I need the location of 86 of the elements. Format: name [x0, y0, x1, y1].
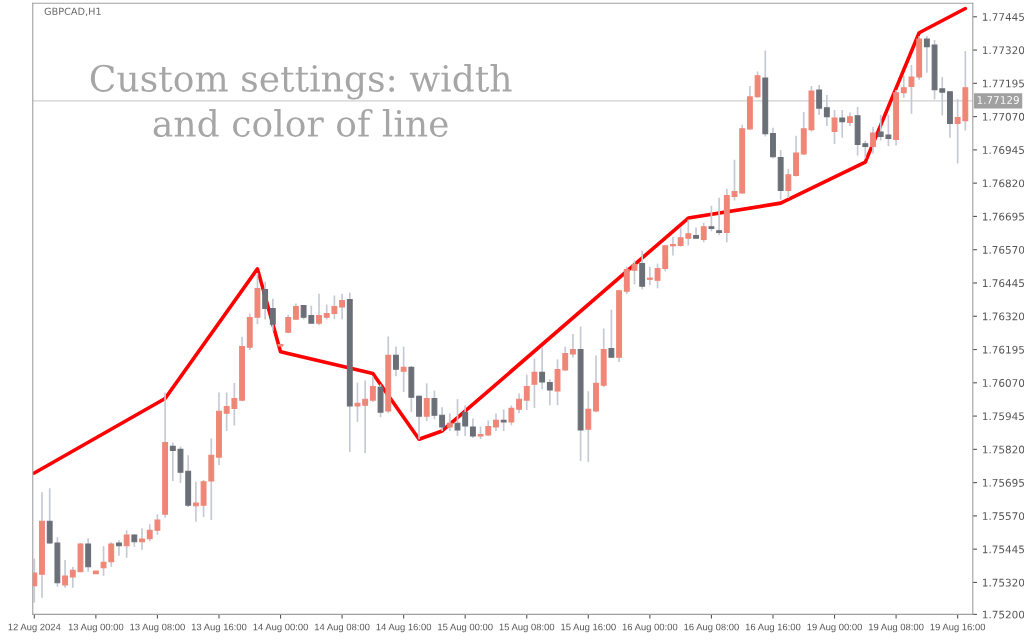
x-tick-label: 19 Aug 08:00	[868, 623, 924, 633]
candlestick	[508, 404, 515, 427]
candlestick	[785, 168, 792, 199]
y-tick-label: 1.77070	[982, 112, 1024, 121]
x-tick-label: 13 Aug 00:00	[68, 623, 124, 633]
candlestick	[339, 292, 346, 321]
candlestick	[369, 375, 376, 403]
x-tick-label: 13 Aug 08:00	[130, 623, 185, 633]
candlestick	[516, 392, 522, 414]
candlestick	[500, 408, 507, 432]
y-tick-label: 1.77445	[982, 13, 1024, 21]
x-tick-label: 16 Aug 08:00	[684, 623, 739, 633]
candlestick	[523, 373, 530, 411]
candlestick	[116, 539, 122, 557]
candlestick	[608, 308, 615, 359]
candlestick	[439, 406, 446, 432]
candlestick	[85, 537, 92, 573]
annotation: Custom settings: width and color of line	[90, 64, 512, 138]
y-tick-label: 1.75320	[982, 578, 1024, 587]
candlestick	[770, 126, 776, 160]
x-tick-label: 16 Aug 16:00	[745, 623, 801, 633]
y-tick-label: 1.76570	[982, 245, 1024, 254]
candlestick	[108, 541, 115, 568]
candlestick	[569, 333, 576, 359]
y-tick-label: 1.75570	[982, 512, 1024, 521]
candlestick	[716, 196, 723, 237]
y-tick-label: 1.76070	[982, 379, 1024, 387]
candlestick	[546, 378, 553, 407]
candlestick	[139, 527, 145, 551]
y-tick-label: 1.76695	[982, 212, 1024, 221]
candlestick	[431, 389, 438, 421]
candlestick	[123, 529, 130, 559]
candlestick	[32, 557, 38, 604]
candlestick	[416, 394, 422, 441]
x-tick-label: 14 Aug 00:00	[253, 623, 308, 633]
x-tick-label: 12 Aug 2024	[8, 623, 61, 633]
candlestick	[900, 75, 907, 99]
candlestick	[539, 346, 546, 391]
candlestick	[639, 249, 646, 291]
x-tick-label: 19 Aug 16:00	[930, 623, 986, 633]
candlestick	[316, 292, 322, 327]
candlestick	[192, 480, 199, 523]
candlestick	[793, 134, 799, 178]
candlestick	[393, 345, 399, 377]
candlestick	[831, 109, 838, 145]
candlestick	[700, 221, 707, 244]
candlestick	[62, 559, 69, 589]
line-series	[32, 6, 968, 475]
ref-line-label: 1.77129	[977, 96, 1019, 104]
y-tick-label: 1.75695	[982, 478, 1024, 487]
y-tick-label: 1.75445	[982, 545, 1024, 554]
y-tick-label: 1.77195	[982, 79, 1024, 88]
y-tick-label: 1.76820	[982, 179, 1024, 188]
chart-title: GBPCAD,H1	[44, 7, 101, 16]
candlestick	[531, 357, 538, 409]
candlestick	[923, 35, 930, 74]
y-tick-label: 1.76445	[982, 279, 1024, 288]
x-tick-label: 14 Aug 08:00	[314, 623, 370, 633]
candlestick	[423, 382, 430, 422]
y-tick-label: 1.76320	[982, 312, 1024, 321]
x-tick-label: 15 Aug 00:00	[438, 623, 493, 633]
candlestick	[646, 265, 653, 287]
y-tick-label: 1.75820	[982, 445, 1024, 454]
candlestick	[400, 345, 407, 393]
candlestick	[670, 235, 676, 257]
y-tick-label: 1.77320	[982, 46, 1024, 55]
candlestick	[446, 412, 453, 432]
candlestick	[100, 545, 107, 577]
candlestick	[754, 70, 761, 99]
candlestick	[269, 297, 276, 332]
y-tick-label: 1.75200	[982, 610, 1024, 619]
candlestick	[469, 417, 476, 439]
candlestick	[870, 126, 876, 155]
y-tick-label: 1.75945	[982, 412, 1024, 421]
x-tick-label: 16 Aug 00:00	[622, 623, 678, 633]
x-tick-label: 14 Aug 16:00	[376, 623, 432, 633]
y-tick-label: 1.76945	[982, 146, 1024, 154]
candlestick	[708, 204, 715, 233]
x-tick-label: 15 Aug 16:00	[561, 623, 616, 633]
candlestick	[262, 280, 269, 321]
x-tick-label: 15 Aug 08:00	[499, 623, 555, 633]
x-tick-label: 19 Aug 00:00	[807, 623, 862, 633]
candlestick	[585, 390, 592, 463]
candlestick	[839, 109, 846, 139]
y-tick-label: 1.76195	[982, 345, 1024, 354]
x-tick-label: 13 Aug 16:00	[191, 623, 247, 633]
